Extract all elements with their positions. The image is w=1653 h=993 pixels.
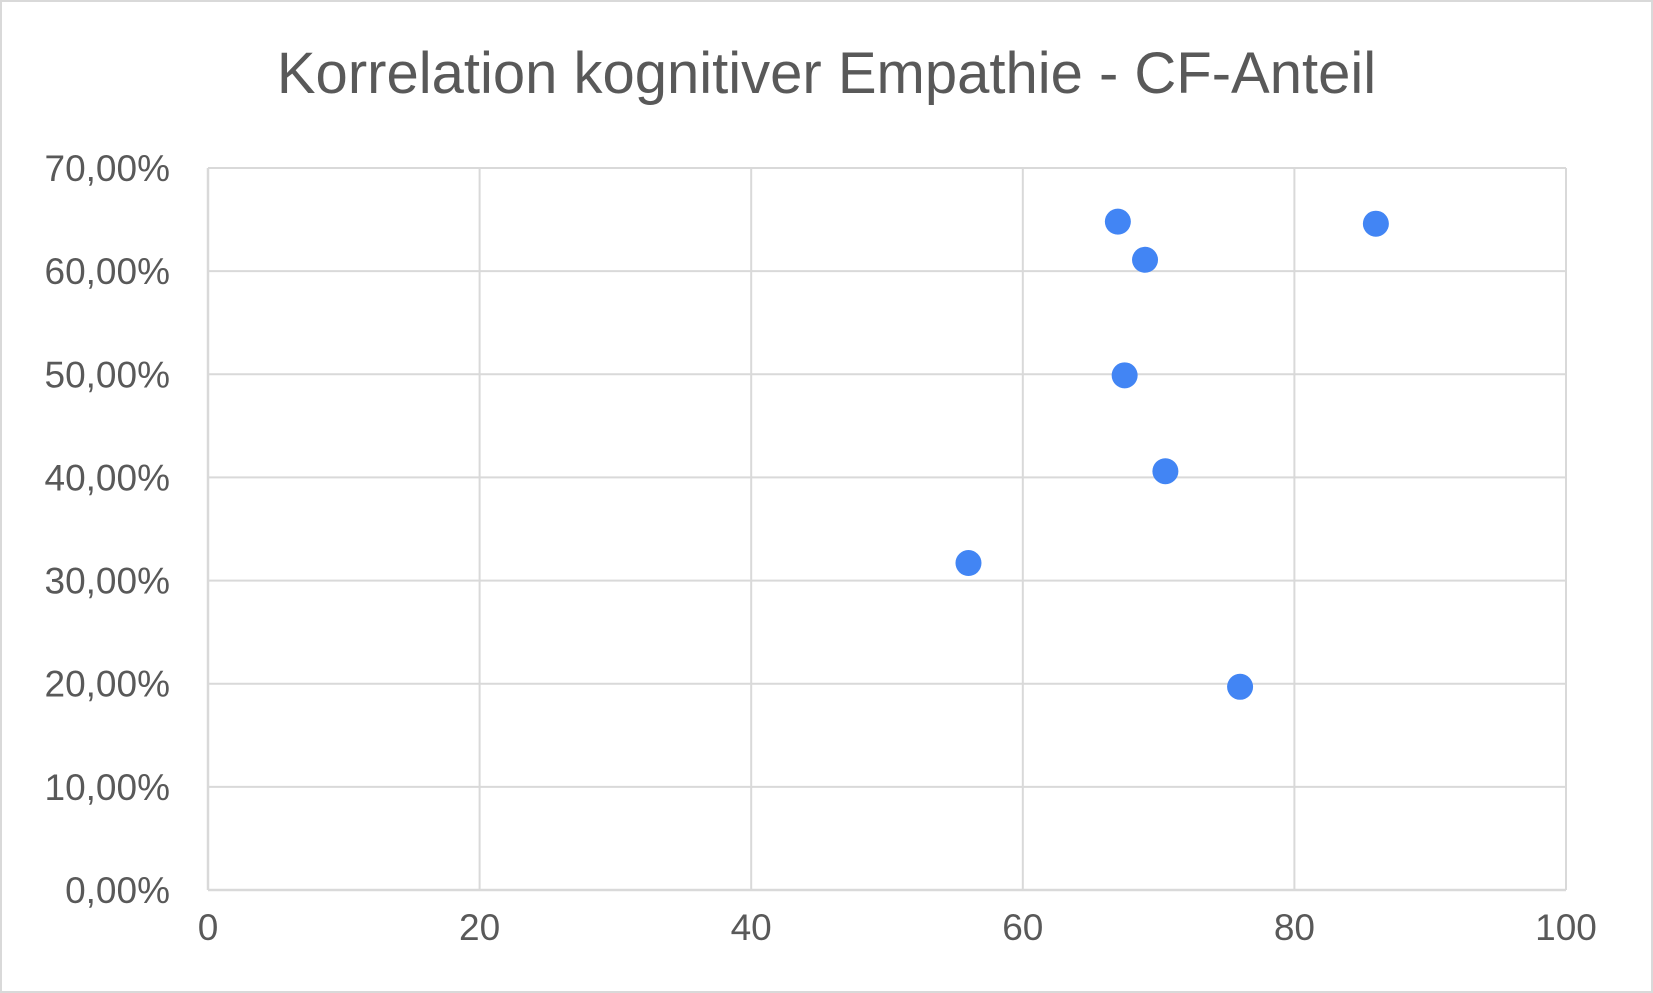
x-tick-label: 100	[1535, 907, 1597, 948]
y-tick-label: 50,00%	[45, 354, 171, 395]
x-tick-label: 60	[1002, 907, 1043, 948]
y-tick-label: 0,00%	[65, 870, 170, 911]
x-tick-label: 20	[459, 907, 500, 948]
y-tick-label: 30,00%	[45, 561, 171, 602]
data-point	[1104, 208, 1131, 235]
axes	[206, 168, 1566, 892]
data-point	[955, 550, 982, 577]
y-tick-labels: 0,00% 10,00% 20,00% 30,00% 40,00% 50,00% 60,00…	[45, 148, 171, 911]
data-point	[1132, 246, 1159, 273]
data-point	[1362, 210, 1389, 237]
data-points	[955, 208, 1389, 700]
data-point	[1152, 458, 1179, 485]
x-tick-label: 40	[731, 907, 772, 948]
chart-title: Korrelation kognitiver Empathie - CF-Ant…	[276, 41, 1377, 106]
x-tick-labels: 0 20 40 60 80 100	[198, 907, 1597, 948]
y-tick-label: 40,00%	[45, 457, 171, 498]
data-point	[1111, 362, 1138, 389]
x-tick-label: 0	[198, 907, 219, 948]
y-tick-label: 60,00%	[45, 251, 171, 292]
y-tick-label: 70,00%	[45, 148, 171, 189]
y-tick-label: 10,00%	[45, 767, 171, 808]
data-point	[1227, 673, 1254, 700]
y-tick-label: 20,00%	[45, 664, 171, 705]
grid	[208, 167, 1567, 890]
x-tick-label: 80	[1274, 907, 1315, 948]
